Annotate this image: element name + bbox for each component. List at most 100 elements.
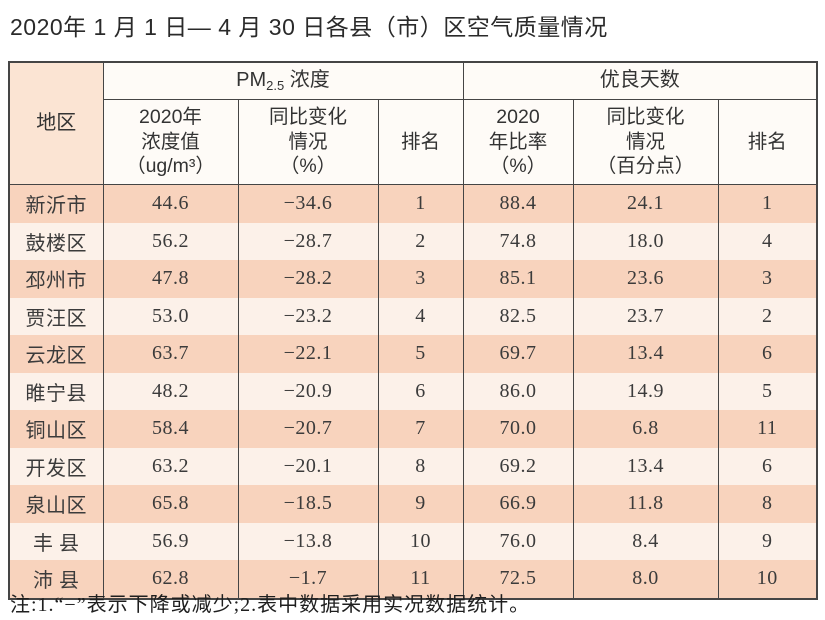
rate-rank-cell: 5 xyxy=(717,372,818,410)
header-line: （%） xyxy=(489,155,547,178)
group-header-good-days: 优良天数 xyxy=(462,61,818,100)
header-line: 浓度值 xyxy=(141,130,200,153)
pm-rank-cell: 5 xyxy=(377,335,464,373)
pm-value-cell: 48.2 xyxy=(102,372,239,410)
rate-rank-cell: 4 xyxy=(717,222,818,260)
region-cell: 云龙区 xyxy=(8,335,104,373)
header-line: 同比变化 xyxy=(606,105,685,128)
rate-change-cell: 11.8 xyxy=(572,485,719,523)
rate-cell: 69.2 xyxy=(462,447,574,485)
table-sub-header-row: 2020年 浓度值 （ug/m³） 同比变化 情况 （%） 排名 2020 年比… xyxy=(9,99,818,185)
table-row: 沛 县 62.8 −1.7 11 72.5 8.0 10 xyxy=(8,560,818,599)
pm25-label-suffix: 浓度 xyxy=(284,68,330,91)
pm-value-cell: 53.0 xyxy=(102,297,239,335)
pm-change-cell: −20.9 xyxy=(237,372,379,410)
air-quality-table: 地区 PM2.5 浓度 优良天数 2020年 浓度值 （ug/m³） 同比变化 … xyxy=(8,61,819,600)
rate-rank-cell: 9 xyxy=(717,522,818,560)
rate-rank-cell: 11 xyxy=(717,410,818,448)
pm-value-cell: 44.6 xyxy=(102,184,239,223)
pm-change-cell: −18.5 xyxy=(237,485,379,523)
column-header-pm-concentration: 2020年 浓度值 （ug/m³） xyxy=(102,99,239,185)
table-row: 开发区 63.2 −20.1 8 69.2 13.4 6 xyxy=(8,447,818,485)
table-row: 鼓楼区 56.2 −28.7 2 74.8 18.0 4 xyxy=(8,222,818,260)
rate-change-cell: 8.4 xyxy=(572,522,719,560)
rate-change-cell: 18.0 xyxy=(572,222,719,260)
column-header-pm-rank: 排名 xyxy=(377,99,464,185)
rate-rank-cell: 2 xyxy=(717,297,818,335)
pm-rank-cell: 7 xyxy=(377,410,464,448)
pm-value-cell: 56.2 xyxy=(102,222,239,260)
pm-value-cell: 65.8 xyxy=(102,485,239,523)
header-line: 2020年 xyxy=(139,105,202,128)
pm-rank-cell: 4 xyxy=(377,297,464,335)
rate-cell: 82.5 xyxy=(462,297,574,335)
table-group-header-row: 地区 PM2.5 浓度 优良天数 xyxy=(8,61,818,185)
region-cell: 开发区 xyxy=(8,447,104,485)
rate-cell: 72.5 xyxy=(462,560,574,599)
pm-change-cell: −28.7 xyxy=(237,222,379,260)
rate-rank-cell: 8 xyxy=(717,485,818,523)
pm-change-cell: −28.2 xyxy=(237,260,379,298)
header-line: 年比率 xyxy=(488,130,548,153)
pm-value-cell: 63.2 xyxy=(102,447,239,485)
pm-rank-cell: 8 xyxy=(377,447,464,485)
region-cell: 贾汪区 xyxy=(8,297,104,335)
pm-value-cell: 58.4 xyxy=(102,410,239,448)
region-cell: 邳州市 xyxy=(8,260,104,298)
rate-cell: 70.0 xyxy=(462,410,574,448)
rate-cell: 86.0 xyxy=(462,372,574,410)
pm-rank-cell: 1 xyxy=(377,184,464,223)
column-header-pm-change: 同比变化 情况 （%） xyxy=(237,99,379,185)
pm-change-cell: −20.1 xyxy=(237,447,379,485)
rate-rank-cell: 10 xyxy=(717,560,818,599)
rate-change-cell: 8.0 xyxy=(572,560,719,599)
pm-change-cell: −1.7 xyxy=(237,560,379,599)
pm-rank-cell: 2 xyxy=(377,222,464,260)
table-row: 泉山区 65.8 −18.5 9 66.9 11.8 8 xyxy=(8,485,818,523)
pm-change-cell: −20.7 xyxy=(237,410,379,448)
region-cell: 新沂市 xyxy=(8,184,104,223)
rate-change-cell: 13.4 xyxy=(572,447,719,485)
region-cell: 沛 县 xyxy=(8,560,104,599)
page-title: 2020年 1 月 1 日— 4 月 30 日各县（市）区空气质量情况 xyxy=(10,14,608,40)
pm25-label-subscript: 2.5 xyxy=(266,77,285,93)
header-line: 同比变化 xyxy=(268,105,347,128)
region-cell: 丰 县 xyxy=(8,522,104,560)
table-row: 贾汪区 53.0 −23.2 4 82.5 23.7 2 xyxy=(8,297,818,335)
rate-change-cell: 13.4 xyxy=(572,335,719,373)
region-cell: 睢宁县 xyxy=(8,372,104,410)
pm-change-cell: −34.6 xyxy=(237,184,379,223)
rate-rank-cell: 6 xyxy=(717,447,818,485)
pm-rank-cell: 6 xyxy=(377,372,464,410)
pm-value-cell: 62.8 xyxy=(102,560,239,599)
table-row: 云龙区 63.7 −22.1 5 69.7 13.4 6 xyxy=(8,335,818,373)
rate-change-cell: 23.7 xyxy=(572,297,719,335)
footnote: 注:1.“−”表示下降或减少;2.表中数据采用实况数据统计。 xyxy=(10,594,531,616)
table-row: 铜山区 58.4 −20.7 7 70.0 6.8 11 xyxy=(8,410,818,448)
pm-change-cell: −23.2 xyxy=(237,297,379,335)
rate-cell: 88.4 xyxy=(462,184,574,223)
column-header-region: 地区 xyxy=(8,61,104,185)
header-line: （百分点） xyxy=(596,155,695,178)
region-cell: 泉山区 xyxy=(8,485,104,523)
header-line: （%） xyxy=(279,155,337,178)
pm-value-cell: 47.8 xyxy=(102,260,239,298)
pm-rank-cell: 3 xyxy=(377,260,464,298)
group-header-pm25: PM2.5 浓度 xyxy=(102,61,464,100)
pm-change-cell: −22.1 xyxy=(237,335,379,373)
region-cell: 鼓楼区 xyxy=(8,222,104,260)
rate-cell: 76.0 xyxy=(462,522,574,560)
pm-rank-cell: 9 xyxy=(377,485,464,523)
rate-cell: 85.1 xyxy=(462,260,574,298)
pm-value-cell: 56.9 xyxy=(102,522,239,560)
column-header-rate: 2020 年比率 （%） xyxy=(462,99,574,185)
rate-cell: 74.8 xyxy=(462,222,574,260)
table-row: 邳州市 47.8 −28.2 3 85.1 23.6 3 xyxy=(8,260,818,298)
rate-rank-cell: 3 xyxy=(717,260,818,298)
column-header-rate-change: 同比变化 情况 （百分点） xyxy=(572,99,719,185)
rate-change-cell: 24.1 xyxy=(572,184,719,223)
header-line: （ug/m³） xyxy=(126,155,215,178)
pm-rank-cell: 11 xyxy=(377,560,464,599)
header-line: 情况 xyxy=(288,130,328,153)
pm-value-cell: 63.7 xyxy=(102,335,239,373)
